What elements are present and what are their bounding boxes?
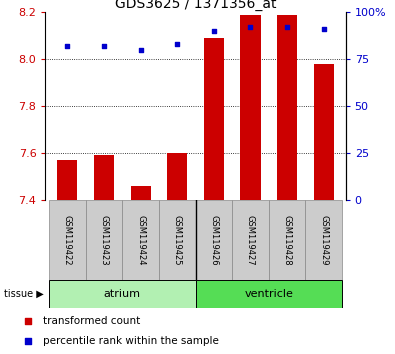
Point (24, 318, 31, 324)
Bar (241, 15, 261, 200)
Point (64, 43, 71, 49)
Bar (49, 280, 196, 308)
Point (24, 338, 31, 344)
Bar (86, 200, 122, 280)
Bar (130, 186, 150, 200)
Text: transformed count: transformed count (43, 316, 141, 326)
Text: GSM119424: GSM119424 (136, 215, 145, 265)
Text: atrium: atrium (104, 289, 141, 299)
Point (137, 47, 144, 53)
Point (101, 43, 107, 49)
Bar (305, 200, 342, 280)
Bar (314, 64, 334, 200)
Bar (49, 200, 86, 280)
Text: GSM119423: GSM119423 (100, 215, 109, 265)
Text: GSM119426: GSM119426 (209, 215, 218, 265)
Bar (196, 280, 342, 308)
Bar (167, 153, 187, 200)
Text: GSM119427: GSM119427 (246, 215, 255, 265)
Text: GSM119425: GSM119425 (173, 215, 182, 265)
Text: ventricle: ventricle (244, 289, 293, 299)
Point (211, 28, 217, 34)
Bar (122, 200, 159, 280)
Point (284, 24, 290, 30)
Bar (277, 15, 297, 200)
Bar (94, 155, 114, 200)
Bar (232, 200, 269, 280)
Text: GSM119428: GSM119428 (282, 215, 292, 265)
Bar (204, 38, 224, 200)
Bar (57, 160, 77, 200)
Point (247, 24, 254, 30)
Bar (159, 200, 196, 280)
Point (320, 27, 327, 32)
Title: GDS3625 / 1371356_at: GDS3625 / 1371356_at (115, 0, 276, 11)
Bar (196, 200, 232, 280)
Point (174, 41, 181, 47)
Text: GSM119422: GSM119422 (63, 215, 72, 265)
Text: percentile rank within the sample: percentile rank within the sample (43, 336, 219, 346)
Bar (269, 200, 305, 280)
Text: GSM119429: GSM119429 (319, 215, 328, 265)
Text: tissue ▶: tissue ▶ (4, 289, 43, 299)
